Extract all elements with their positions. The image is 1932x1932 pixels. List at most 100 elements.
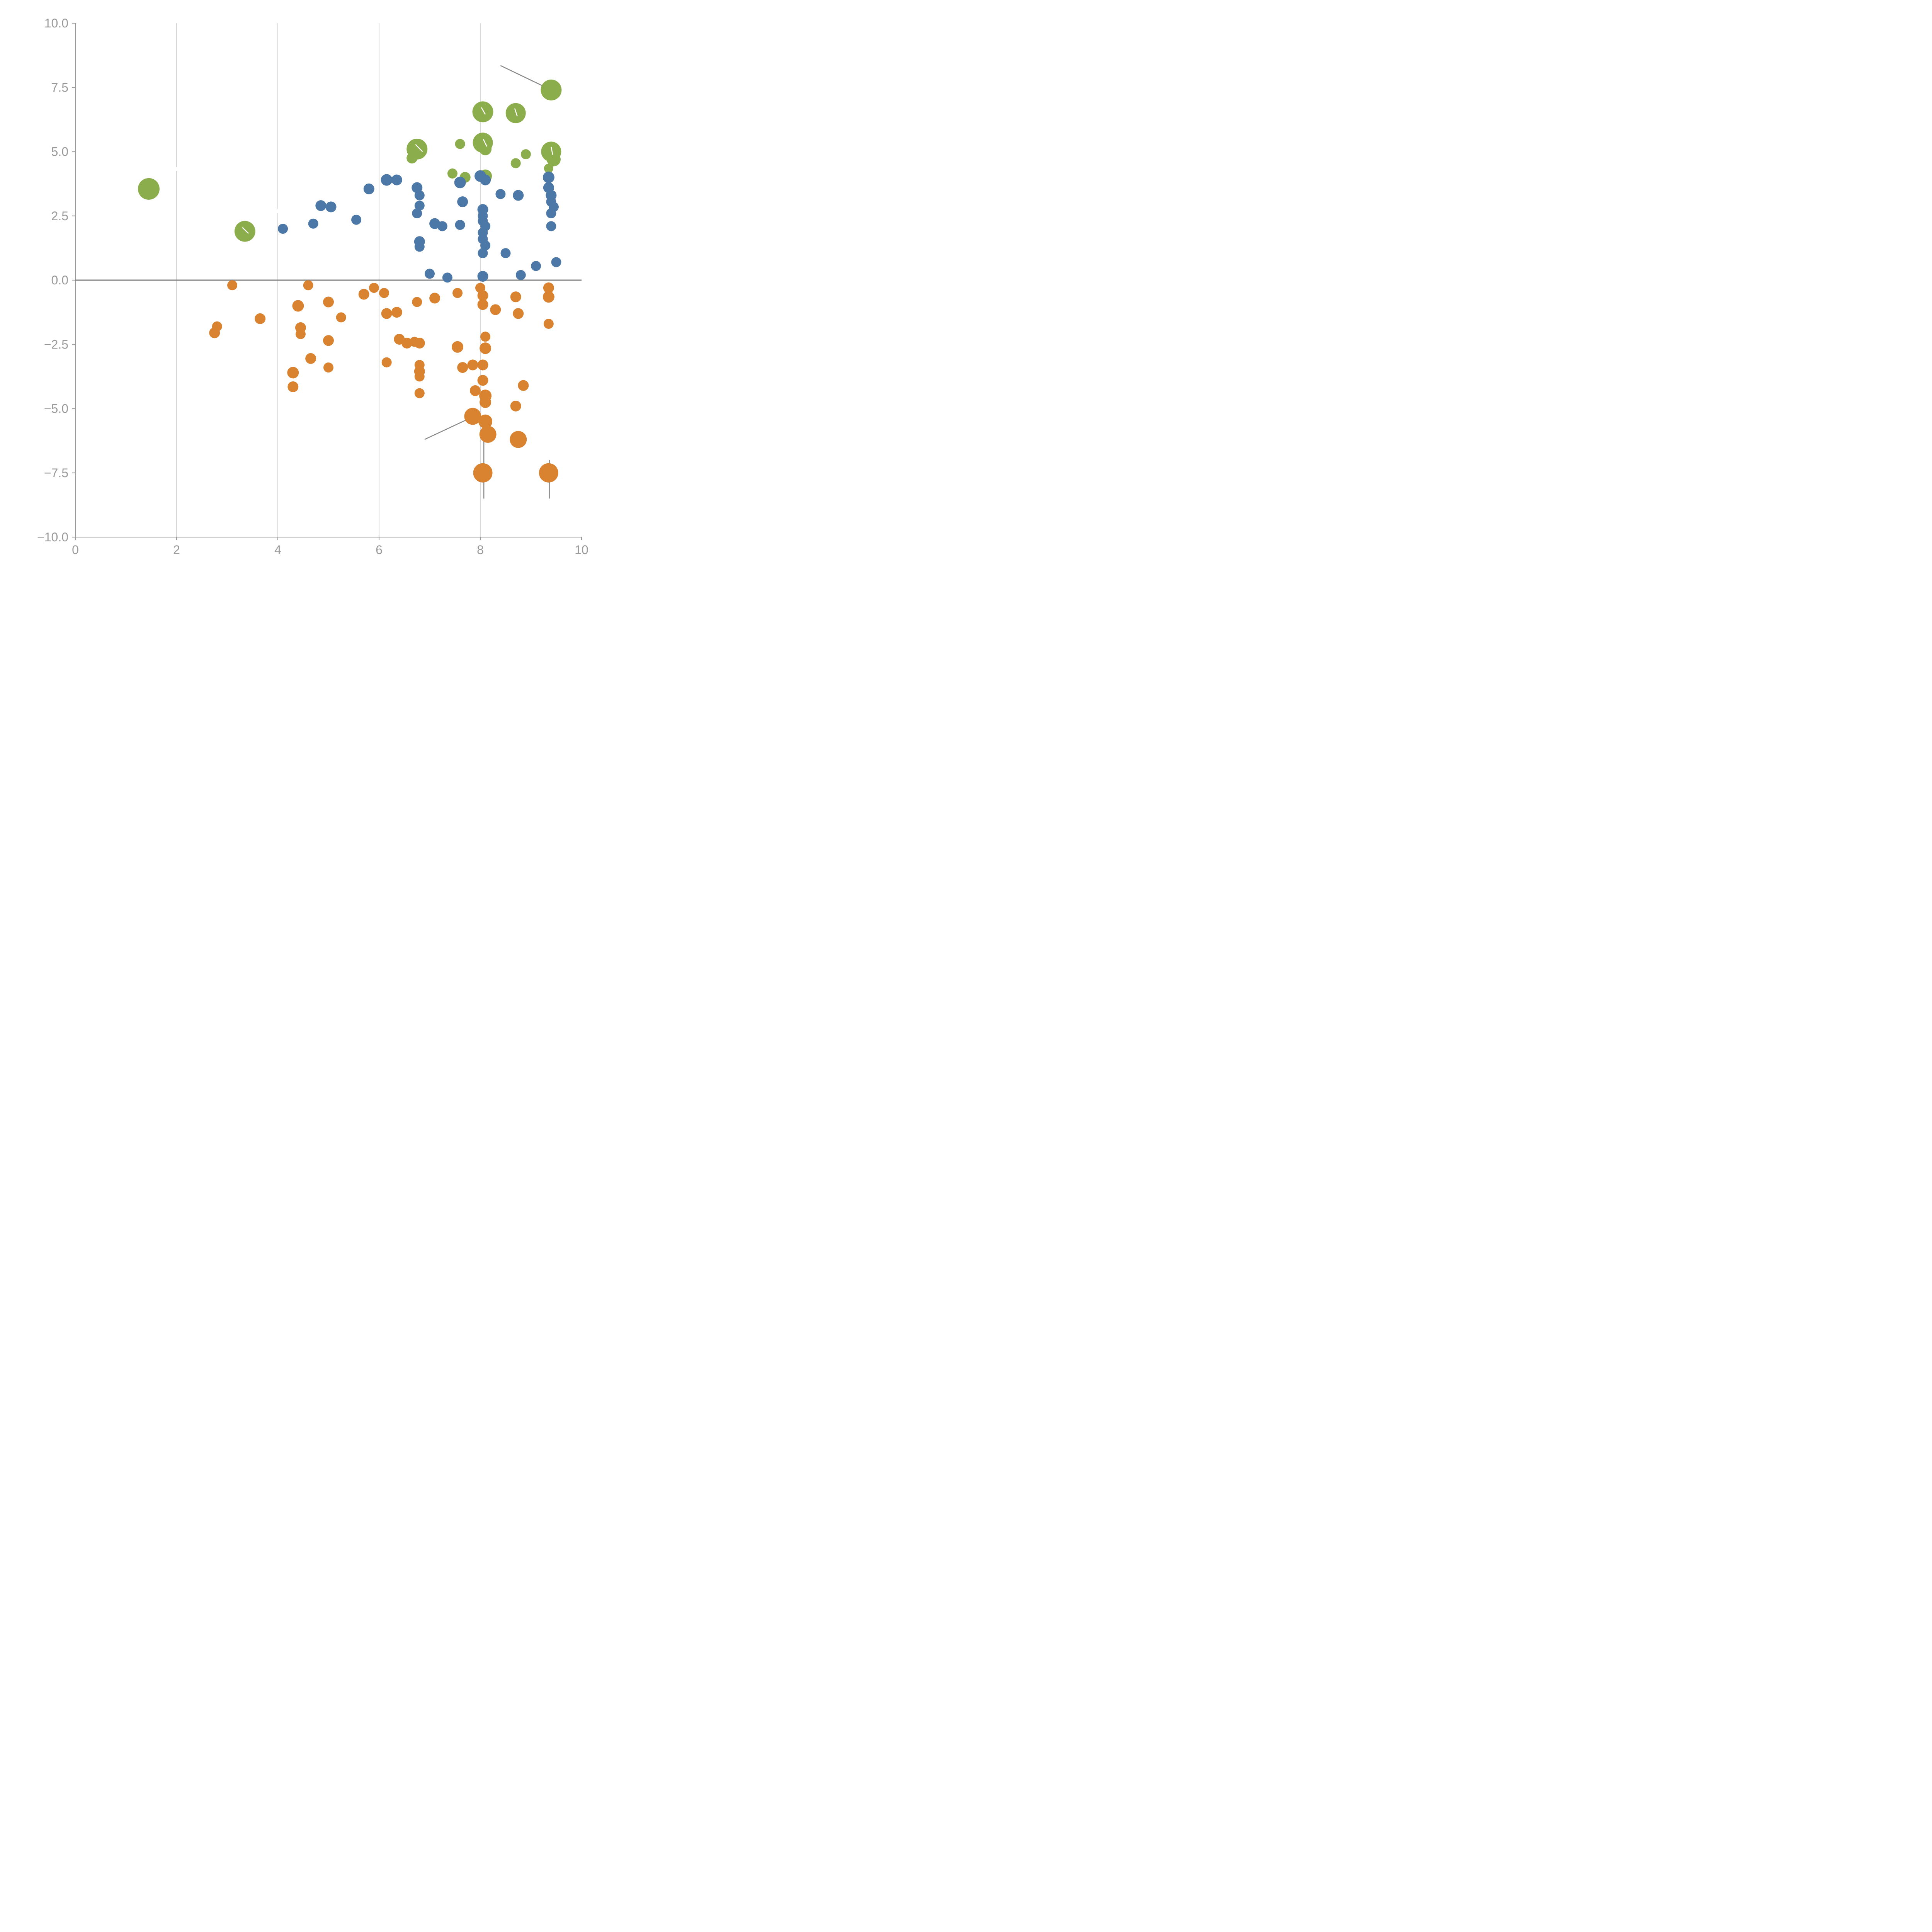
point-orange [287,381,299,392]
point-orange [510,400,521,412]
point-green [479,143,492,155]
annotation-white-line [415,144,423,152]
y-tick-label: 10.0 [44,16,68,30]
point-green [406,153,418,164]
point-blue [513,190,524,201]
annotation-leader-line [424,417,471,440]
point-orange [478,414,493,429]
point-green [234,221,255,242]
x-tick-label: 2 [173,543,180,557]
point-orange [477,375,488,386]
point-blue [495,189,506,199]
point-orange [287,367,299,379]
point-orange [467,359,478,371]
point-orange [255,313,266,324]
y-tick-label: −5.0 [44,402,68,416]
y-tick-label: 7.5 [51,80,68,94]
point-blue [546,221,556,231]
point-orange [412,297,422,307]
point-blue [442,272,452,283]
point-green [138,178,160,200]
point-orange [543,282,554,293]
point-orange [452,341,464,353]
point-blue [480,240,491,251]
point-orange [401,337,413,349]
point-orange [323,296,334,308]
point-green [455,139,465,149]
point-blue [414,190,425,201]
point-orange [305,353,316,364]
point-orange [227,280,238,291]
point-orange [358,289,369,300]
point-orange [477,299,488,310]
point-blue [308,218,318,229]
point-orange [323,362,333,373]
scatter-plot-figure: 0 2 4 6 8 10 −10.0 −7.5 −5.0 −2.5 0.0 2.5 5.0 7.5 10.0 [0,0,606,606]
point-green [544,163,553,173]
point-blue [454,177,466,189]
annotation-leader-line [500,65,549,89]
point-orange [477,359,488,371]
x-tick-label: 8 [477,543,484,557]
point-orange [391,307,402,318]
point-green [541,79,562,100]
point-green [447,168,457,179]
point-blue [546,208,556,219]
point-orange [480,342,492,354]
y-tick-label: −10.0 [37,530,68,544]
point-orange [510,431,527,448]
annotation-white-line [242,227,249,234]
annotation-white-line [481,107,486,115]
point-orange [379,288,389,298]
point-orange [381,357,392,367]
point-orange [369,282,379,293]
point-orange [323,335,334,346]
point-blue [531,261,541,271]
point-blue [278,224,288,234]
point-blue [363,183,374,194]
point-blue [351,214,362,225]
point-orange [477,290,488,301]
point-orange [414,371,425,382]
x-tick-label: 10 [575,543,588,557]
point-orange [480,332,491,342]
point-orange [464,408,481,425]
x-tick-label: 0 [72,543,79,557]
point-blue [543,172,554,183]
point-blue [315,200,327,211]
point-orange [480,396,492,408]
point-orange [303,280,313,291]
point-orange [414,337,425,349]
point-blue [477,271,488,282]
point-orange [490,304,501,315]
point-blue [381,174,393,186]
point-orange [429,293,440,304]
y-tick-label: −7.5 [44,466,68,480]
point-orange [452,288,463,298]
point-blue [500,248,511,259]
point-orange [469,385,481,396]
point-green [510,158,521,168]
x-tick-label: 4 [274,543,281,557]
point-green [520,149,531,160]
point-orange [479,426,497,443]
point-orange [473,463,493,483]
y-tick-label: −2.5 [44,337,68,351]
annotation-white-line [514,108,518,117]
point-orange [212,321,222,332]
point-orange [513,308,524,319]
point-green [472,101,493,122]
point-blue [455,220,465,230]
point-orange [543,291,554,303]
point-orange [457,362,468,373]
point-blue [515,270,526,280]
point-orange [381,308,392,319]
point-blue [325,201,337,213]
x-tick-label: 6 [376,543,383,557]
y-tick-label: 2.5 [51,209,68,223]
point-blue [412,208,422,219]
point-blue [478,248,488,259]
point-blue [437,221,447,231]
point-orange [510,291,521,303]
point-blue [480,174,491,185]
